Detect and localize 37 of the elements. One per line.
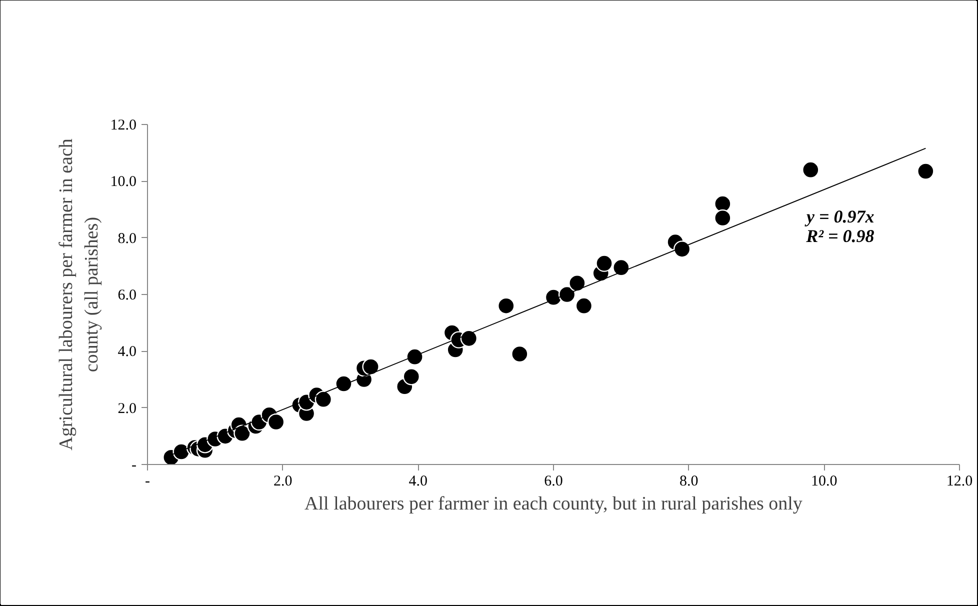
point xyxy=(714,209,732,227)
y-tick-label: 8.0 xyxy=(118,230,136,247)
x-tick-label: 6.0 xyxy=(544,474,563,490)
x-axis-title: All labourers per farmer in each county, but in rural parishes only xyxy=(304,494,803,514)
point xyxy=(568,274,586,292)
point xyxy=(917,162,934,180)
y-axis-title: Agricultural labourers per farmer in each county (all parishes) xyxy=(56,138,102,450)
point xyxy=(362,358,380,376)
point xyxy=(673,240,691,258)
point xyxy=(714,195,732,212)
point xyxy=(498,297,515,314)
point xyxy=(335,375,352,392)
x-tick-label: 10.0 xyxy=(811,474,838,490)
x-tick-label: - xyxy=(145,474,150,490)
point xyxy=(460,330,478,347)
point xyxy=(511,345,528,363)
y-tick-label: 2.0 xyxy=(118,400,136,417)
x-tick-label: 4.0 xyxy=(408,474,428,490)
point xyxy=(314,390,332,408)
y-tick-label: 4.0 xyxy=(118,344,136,360)
y-tick-label: 6.0 xyxy=(118,288,136,304)
y-tick-label: - xyxy=(132,458,137,474)
annotation: y = 0.97x xyxy=(804,206,874,226)
point xyxy=(612,259,630,276)
point xyxy=(234,424,251,442)
point xyxy=(267,413,285,431)
x-tick-label: 8.0 xyxy=(679,474,698,490)
y-tick-label: 10.0 xyxy=(110,174,136,190)
y-tick-label: 12.0 xyxy=(110,118,136,134)
point xyxy=(575,297,593,314)
point xyxy=(802,161,820,178)
x-tick-label: 2.0 xyxy=(273,474,292,490)
annotation: R² = 0.98 xyxy=(805,226,874,246)
point xyxy=(596,254,613,272)
point xyxy=(402,368,420,386)
point xyxy=(406,348,424,366)
x-tick-label: 12.0 xyxy=(946,474,973,490)
